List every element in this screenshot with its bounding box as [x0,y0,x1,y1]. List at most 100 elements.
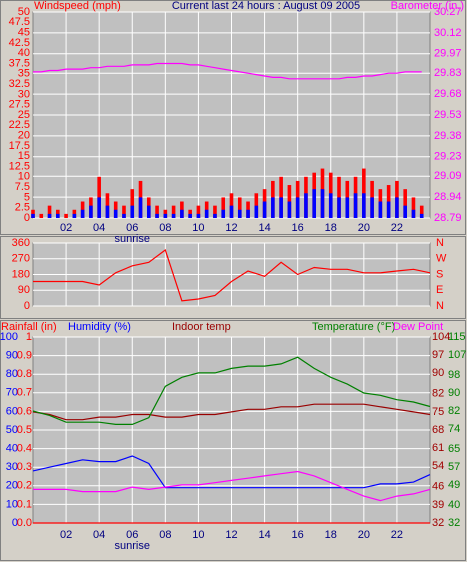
y-tick-label: 42.5 [9,37,30,49]
y-tick-label: 28.94 [434,191,462,203]
y-tick-label: 97 [432,349,444,361]
x-tick-label: 08 [159,529,171,541]
y-tick-label: 0.9 [17,350,32,362]
bar [221,209,226,218]
bar [31,213,35,218]
y-tick-label: 37.5 [9,57,30,69]
bar [386,201,391,218]
x-tick-label: 06 [126,222,138,234]
bar [171,213,176,218]
y-tick-label: 74 [448,423,460,435]
x-tick-label: 14 [258,222,270,234]
y-tick-label: N [436,237,444,249]
y-tick-label: 10 [18,171,30,183]
series-line [32,455,431,489]
bar [39,213,44,218]
x-tick-label: 10 [192,222,204,234]
y-tick-label: 27.5 [9,99,30,111]
y-tick-label: S [436,268,443,280]
bar [146,205,151,218]
y-tick-label: 60 [6,405,18,417]
y-tick-label: 1 [26,331,32,343]
bar [403,189,407,218]
bar [72,213,77,218]
bar [130,189,135,218]
y-tick-label: 30 [18,88,30,100]
panel-frame [0,236,466,319]
bar [221,197,226,218]
bar [113,209,118,218]
bar [262,201,267,218]
y-tick-label: 47.5 [9,16,30,28]
bar [89,205,93,218]
bar [378,201,383,218]
x-tick-label: 02 [60,529,72,541]
y-tick-label: 98 [448,369,460,381]
bar [345,197,350,218]
y-tick-label: 30.27 [434,6,462,18]
panel-frame [0,320,466,561]
x-tick-label: 08 [159,222,171,234]
legend-label: Indoor temp [172,321,231,333]
y-tick-label: 29.09 [434,170,462,182]
axis-title: Current last 24 hours : August 09 2005 [172,0,360,12]
panel-frame [0,0,466,235]
x-tick-label: 16 [292,222,304,234]
y-tick-label: 90 [18,284,30,296]
bar [229,205,234,218]
bar [130,205,135,218]
y-tick-label: 29.68 [434,88,462,100]
legend-label: Dew Point [393,321,443,333]
legend-label: Rainfall (in) [1,321,57,333]
y-tick-label: 17.5 [9,140,30,152]
bar [105,205,110,218]
y-tick-label: 65 [448,443,460,455]
bar [180,209,184,218]
series-line [32,356,431,425]
series-line [32,403,431,421]
y-tick-label: 57 [448,461,460,473]
bar [80,209,85,218]
bar [370,197,374,218]
y-tick-label: 28.79 [434,212,462,224]
y-tick-label: E [436,284,443,296]
y-tick-label: 50 [18,6,30,18]
y-tick-label: 0.2 [17,480,32,492]
x-tick-label: 16 [292,529,304,541]
x-tick-label: 18 [325,222,337,234]
y-tick-label: 180 [12,268,30,280]
y-tick-label: 45 [18,27,30,39]
y-tick-label: 30.12 [434,27,462,39]
y-tick-label: 0.6 [17,405,32,417]
y-tick-label: 82 [448,405,460,417]
bar [304,193,308,218]
y-tick-label: 25 [18,109,30,121]
bar [196,213,201,218]
y-tick-label: 40 [18,47,30,59]
annotation: sunrise [115,540,150,552]
bar [196,205,201,218]
bar [188,213,192,218]
y-tick-label: 0.1 [17,498,32,510]
bar [362,193,366,218]
y-tick-label: 12.5 [9,160,30,172]
x-tick-label: 22 [391,222,403,234]
y-tick-label: 70 [6,387,18,399]
x-tick-label: 22 [391,529,403,541]
bar [47,205,52,218]
x-tick-label: 04 [93,222,105,234]
y-tick-label: 29.83 [434,67,462,79]
y-tick-label: 0.4 [17,443,32,455]
bar [320,189,325,218]
y-tick-label: 50 [6,424,18,436]
bar [386,185,391,218]
bar [337,197,341,218]
y-tick-label: 29.23 [434,151,462,163]
y-tick-label: 82 [432,388,444,400]
bar [295,197,300,218]
bar [163,213,168,218]
y-tick-label: 7.5 [15,181,30,193]
y-tick-label: 0.3 [17,461,32,473]
y-tick-label: 270 [12,253,30,265]
